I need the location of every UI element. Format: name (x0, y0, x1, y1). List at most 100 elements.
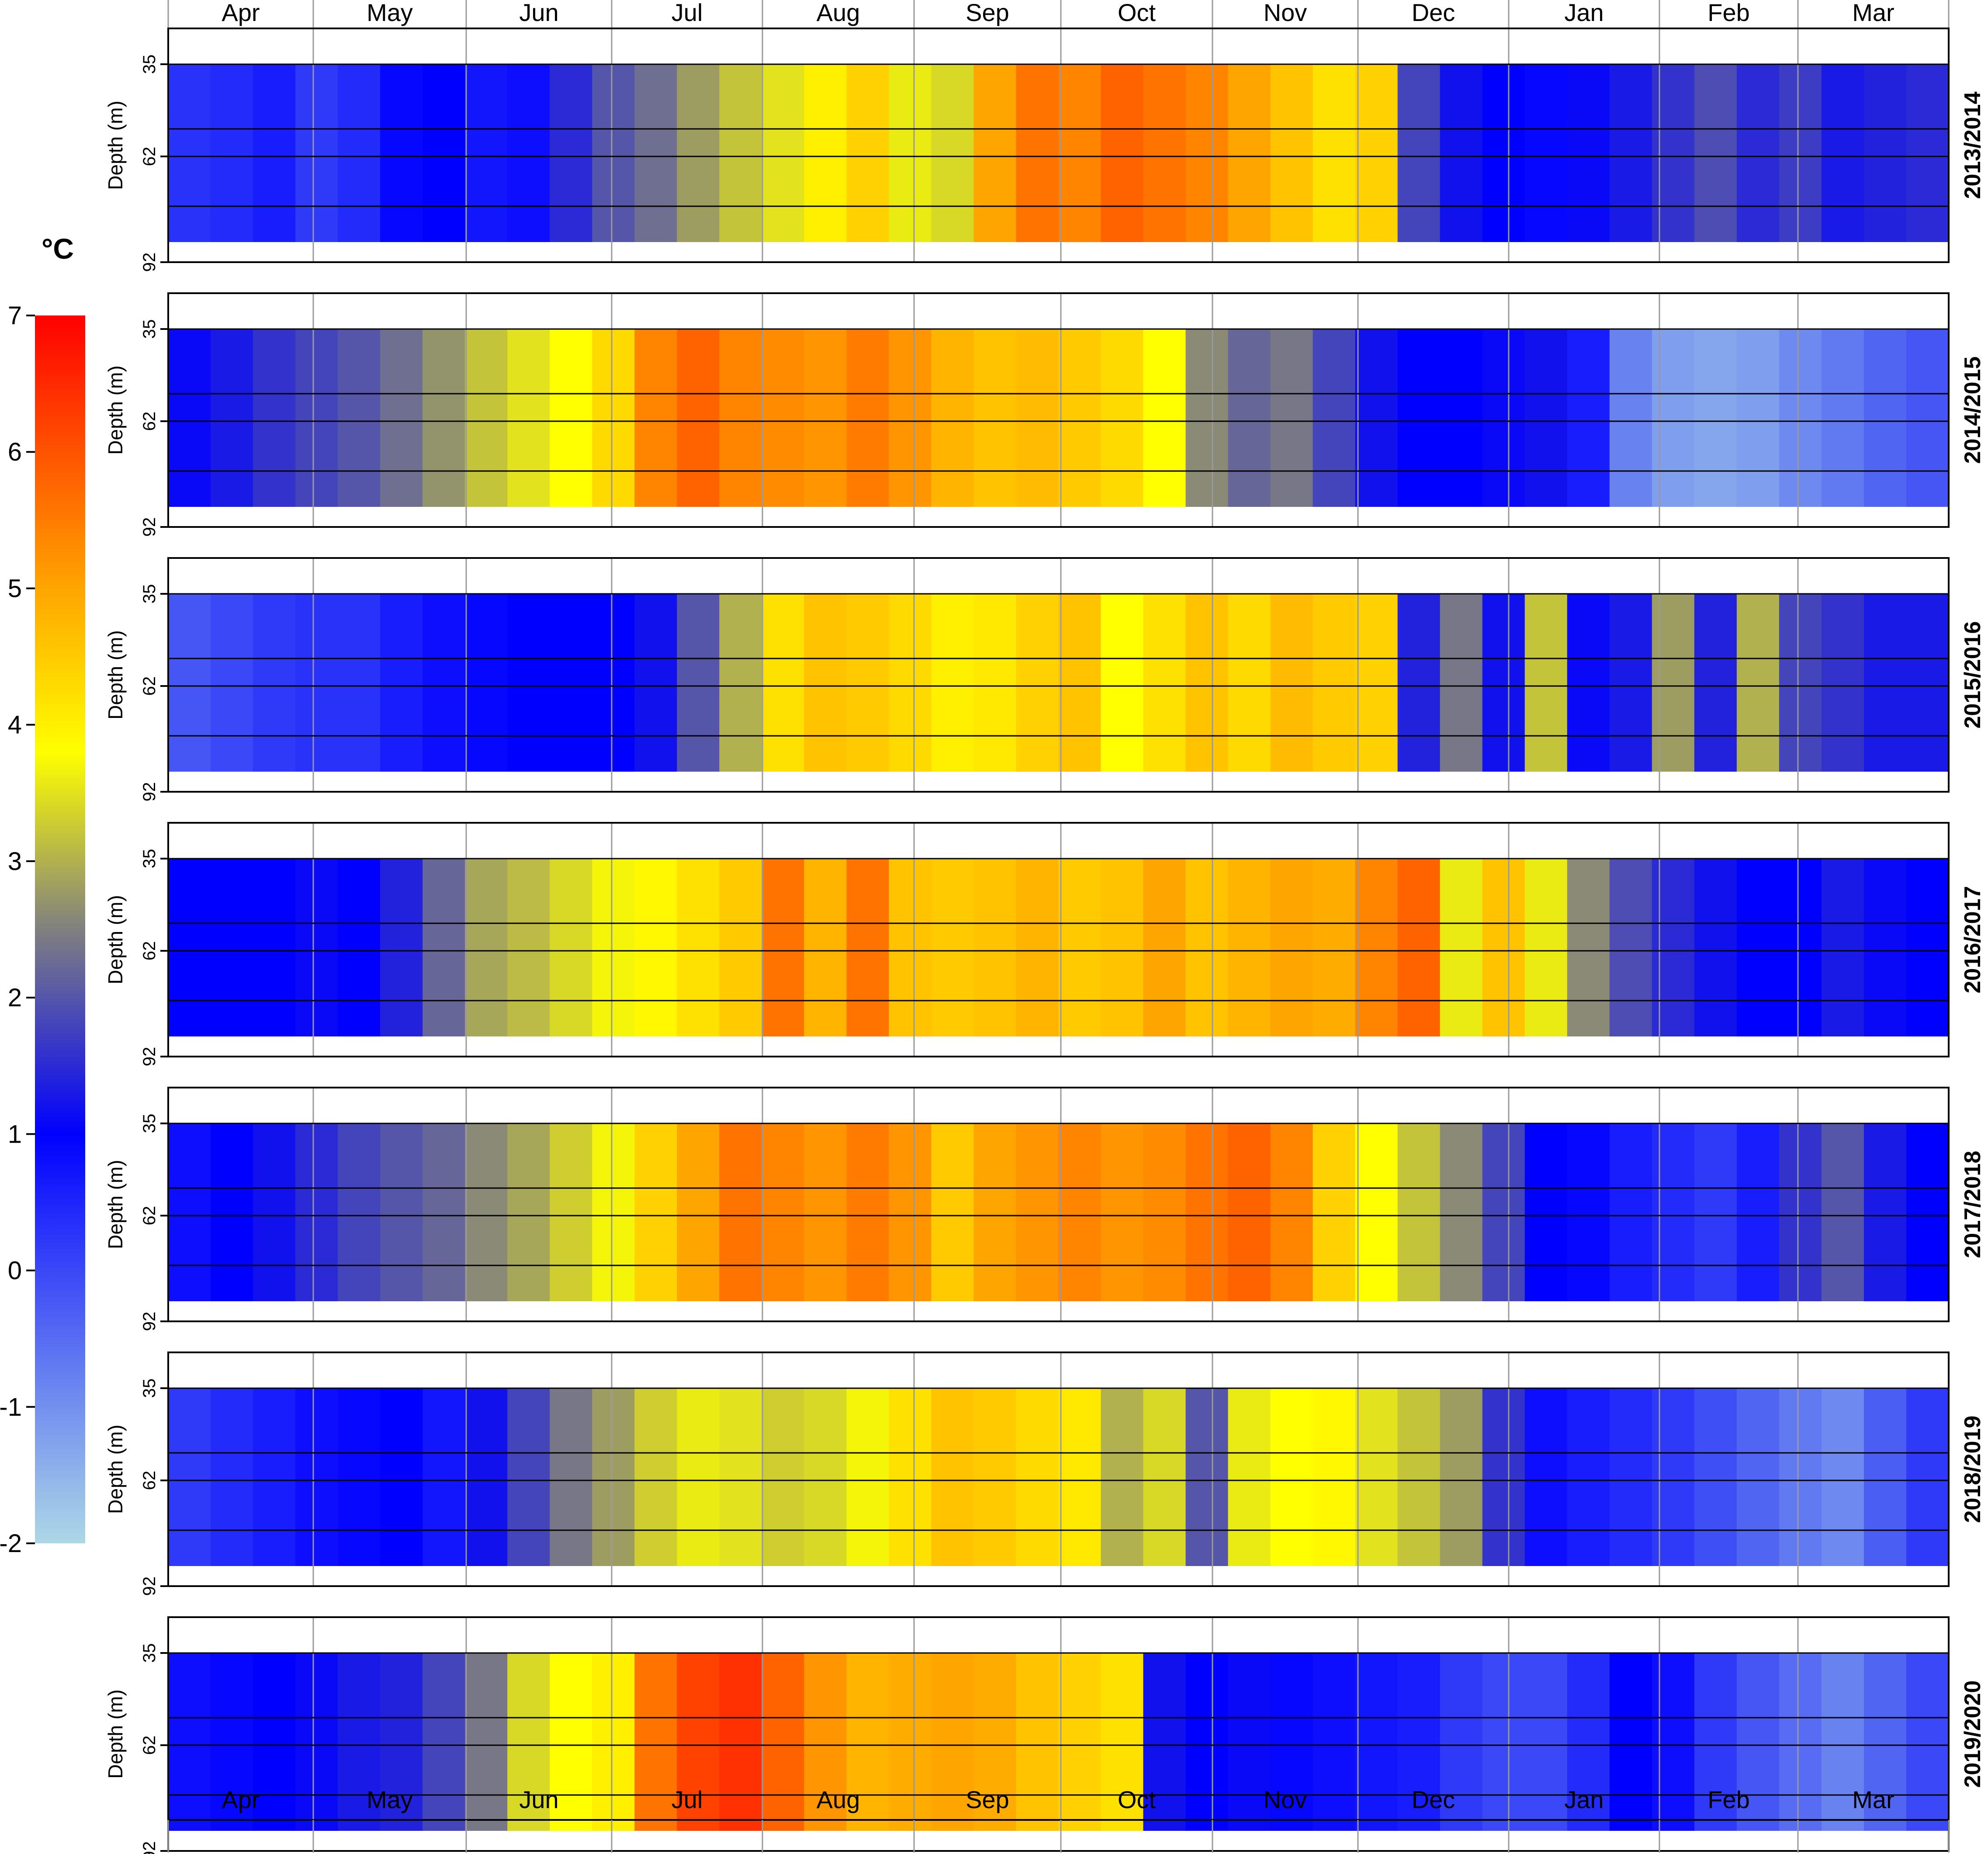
heat-cell (889, 1388, 932, 1566)
month-label: Apr (222, 0, 260, 26)
heat-cell (1821, 1653, 1864, 1831)
depth-tick-label: 35 (140, 1643, 159, 1663)
heat-cell (719, 329, 762, 507)
heat-cell (973, 1653, 1017, 1831)
heat-cell (1058, 329, 1101, 507)
depth-tick-label: 92 (140, 1577, 159, 1596)
heat-cell (931, 1388, 974, 1566)
heat-cell (1779, 1123, 1822, 1301)
heat-cell (1143, 1388, 1186, 1566)
depth-tick-label: 35 (140, 1379, 159, 1398)
heat-cell (677, 1388, 720, 1566)
month-label: Sep (966, 0, 1009, 26)
heat-cell (1863, 1653, 1907, 1831)
heat-cell (634, 329, 678, 507)
colorbar-tick-label: 1 (8, 1120, 22, 1148)
heat-cell (253, 329, 296, 507)
heat-cell (1355, 1653, 1398, 1831)
month-label: Jul (672, 0, 703, 26)
heat-cell (1440, 1653, 1483, 1831)
heat-cell (423, 64, 465, 242)
panel-2017-2018: 35 62 92 Depth (m) 2017/2018 (104, 1087, 1985, 1331)
heat-cell (1609, 64, 1652, 242)
heat-cell (1567, 1653, 1610, 1831)
y-axis-label: Depth (m) (104, 630, 127, 719)
heat-cell (592, 594, 635, 772)
heat-cell (168, 1388, 211, 1566)
panel-2018-2019: 35 62 92 Depth (m) 2018/2019 (104, 1352, 1985, 1596)
heat-cell (423, 859, 465, 1036)
panel-2019-2020: 35 62 92 Depth (m) 2019/2020 (104, 1616, 1985, 1854)
heat-cell (1736, 1123, 1780, 1301)
heat-cell (465, 859, 508, 1036)
heat-cell (1313, 64, 1356, 242)
heat-cell (931, 1653, 974, 1831)
heat-cell (634, 64, 678, 242)
depth-tick-label: 62 (140, 412, 159, 431)
y-axis-label: Depth (m) (104, 1160, 127, 1249)
heat-cell (1313, 859, 1356, 1036)
heat-cell (1185, 594, 1229, 772)
panel-2014-2015: 35 62 92 Depth (m) 2014/2015 (104, 292, 1985, 537)
heat-cell (1906, 1388, 1949, 1566)
panel-frame (167, 1616, 1950, 1852)
heat-cell (1863, 1123, 1907, 1301)
heat-cell (1270, 1123, 1313, 1301)
heat-cell (1863, 329, 1907, 507)
heat-cell (423, 1388, 465, 1566)
heat-cell (634, 594, 678, 772)
heat-cell (1863, 64, 1907, 242)
heat-cell (168, 329, 211, 507)
heat-cell (1906, 1653, 1949, 1831)
panel-frame (167, 28, 1950, 263)
heat-cell (550, 859, 593, 1036)
heat-cell (1694, 1388, 1737, 1566)
heat-cell (507, 1653, 551, 1831)
heat-cell (1101, 594, 1144, 772)
month-label: Jan (1564, 1786, 1604, 1813)
heat-cell (1609, 594, 1652, 772)
heat-cell (1313, 1388, 1356, 1566)
heat-cell (465, 1653, 508, 1831)
heat-cell (1185, 329, 1229, 507)
year-label: 2014/2015 (1960, 357, 1985, 464)
heat-cell (1482, 329, 1525, 507)
heat-cell (338, 1653, 381, 1831)
panel-frame (167, 557, 1950, 793)
heat-cell (253, 594, 296, 772)
heat-cell (762, 1653, 805, 1831)
panel-2013-2014: 35 62 92 Depth (m) 2013/2014 (104, 28, 1985, 272)
heat-cell (1185, 1653, 1229, 1831)
heat-cell (295, 594, 338, 772)
heat-cell (1779, 1388, 1822, 1566)
heat-cell (507, 329, 551, 507)
heat-cell (380, 1653, 423, 1831)
panel-2016-2017: 35 62 92 Depth (m) 2016/2017 (104, 822, 1985, 1067)
heat-cell (1906, 1123, 1949, 1301)
heat-cell (846, 1123, 890, 1301)
heat-cell (1779, 329, 1822, 507)
heat-cell (550, 64, 593, 242)
heat-cell (168, 859, 211, 1036)
heat-cell (1482, 1123, 1525, 1301)
month-label: May (367, 1786, 413, 1813)
heat-cell (1440, 1123, 1483, 1301)
heat-cell (211, 859, 253, 1036)
heat-cell (592, 1653, 635, 1831)
heat-cell (423, 594, 465, 772)
colorbar-tick-label: 6 (8, 438, 22, 466)
panel-frame (167, 1352, 1950, 1587)
heat-cell (1101, 1123, 1144, 1301)
heat-cell (295, 1653, 338, 1831)
heat-cell (295, 329, 338, 507)
heat-cell (1652, 594, 1695, 772)
heat-cell (1694, 1653, 1737, 1831)
heat-cell (1228, 1123, 1271, 1301)
heat-cell (973, 1388, 1017, 1566)
depth-tick-label: 92 (140, 1047, 159, 1067)
heat-cell (804, 1388, 847, 1566)
month-labels-top: Apr May Jun Jul Aug Sep Oct Nov Dec Jan Feb Mar (167, 0, 1950, 29)
month-label: Feb (1707, 0, 1750, 26)
heat-cell (507, 1123, 551, 1301)
heat-cell (1185, 64, 1229, 242)
